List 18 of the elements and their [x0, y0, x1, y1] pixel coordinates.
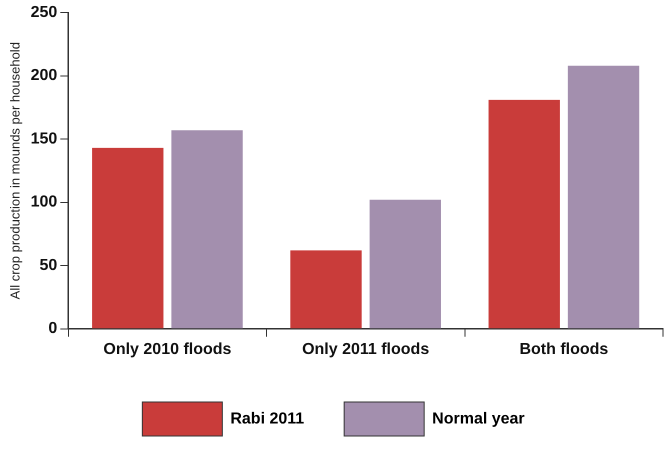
y-tick-label: 0 — [48, 320, 58, 338]
bar — [568, 66, 640, 328]
y-tick-label: 50 — [40, 256, 58, 274]
y-tick-label: 100 — [30, 194, 58, 211]
x-tick-label: Only 2010 floods — [103, 340, 232, 358]
bar — [370, 200, 441, 328]
bar — [92, 148, 164, 328]
y-tick-label: 250 — [30, 4, 58, 22]
legend-label: Normal year — [432, 410, 525, 428]
bar — [488, 100, 560, 328]
y-axis-title: All crop production in mounds per household — [7, 42, 22, 300]
bar — [290, 250, 362, 328]
bar — [171, 130, 243, 328]
y-tick-label: 200 — [30, 67, 58, 84]
x-tick-label: Only 2011 floods — [302, 340, 430, 358]
y-tick-label: 150 — [30, 130, 58, 148]
x-tick-label: Both floods — [519, 340, 608, 358]
legend-label: Rabi 2011 — [230, 410, 304, 428]
